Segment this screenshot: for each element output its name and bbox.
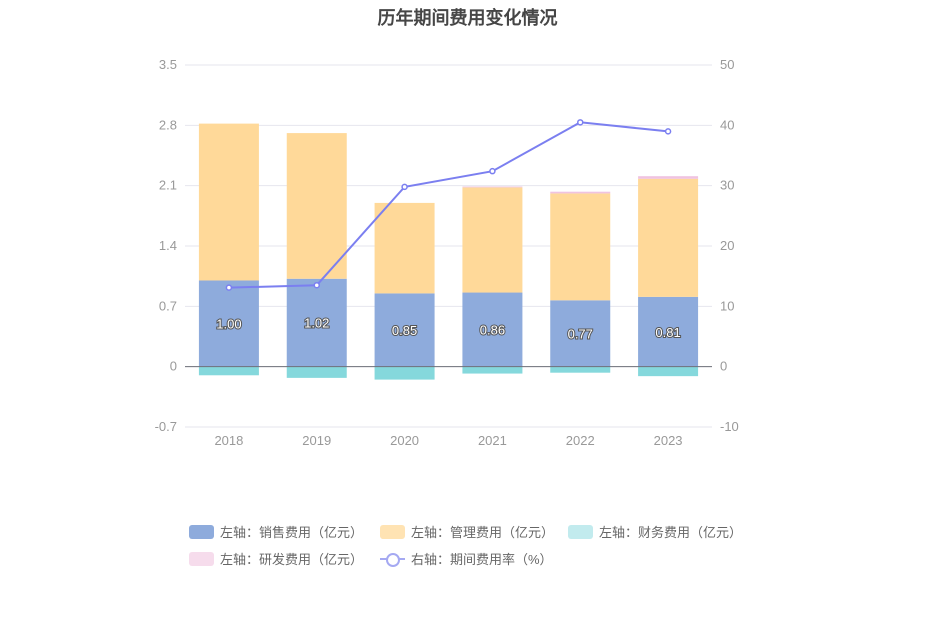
y-right-tick-label: 0 [720, 359, 727, 374]
legend-item-expense-ratio[interactable]: 右轴：期间费用率（%） [380, 549, 553, 568]
legend-label: 左轴：财务费用（亿元） [599, 525, 743, 540]
point-expense-ratio [401, 183, 408, 191]
legend-swatch-expense-ratio [380, 552, 405, 567]
y-right-tick-label: 10 [720, 298, 734, 313]
bar-finance-expense [198, 366, 259, 376]
point-expense-ratio [664, 128, 672, 135]
bar-admin-expense [286, 133, 347, 279]
y-right-tick-label: 20 [720, 238, 734, 253]
legend-swatch-rd-expense [189, 551, 214, 566]
bar-finance-expense [638, 366, 699, 377]
x-tick-label: 2019 [302, 433, 331, 448]
bar-finance-expense [374, 366, 435, 380]
bar-rd-expense [638, 176, 699, 179]
bar-finance-expense [462, 366, 523, 374]
bar-admin-expense [550, 193, 611, 301]
point-expense-ratio [313, 281, 320, 289]
bar-sales-expense [550, 300, 611, 367]
data-label-sales: 0.85 [392, 323, 417, 338]
point-expense-ratio [225, 284, 233, 291]
bar-finance-expense [286, 366, 347, 378]
legend-swatch-sales-expense [189, 524, 214, 539]
bar-admin-expense [638, 178, 699, 297]
bar-sales-expense [374, 293, 435, 367]
y-right-tick-label: 40 [720, 117, 734, 132]
y-left-tick-label: 0 [170, 359, 177, 374]
y-right-tick-label: 30 [720, 178, 734, 193]
x-tick-label: 2020 [390, 433, 419, 448]
legend-item-sales-expense[interactable]: 左轴：销售费用（亿元） [189, 522, 363, 541]
y-right-tick-label: 50 [720, 57, 734, 72]
bar-admin-expense [198, 123, 259, 281]
data-label-sales: 1.00 [216, 317, 241, 332]
data-label-sales: 0.86 [480, 323, 505, 338]
legend-label: 右轴：期间费用率（%） [411, 552, 553, 567]
x-tick-label: 2022 [566, 433, 595, 448]
legend-swatch-admin-expense [380, 524, 405, 539]
y-left-tick-label: 2.8 [159, 117, 177, 132]
y-left-tick-label: 1.4 [159, 238, 177, 253]
bar-sales-expense [638, 296, 699, 367]
y-left-tick-label: -0.7 [155, 419, 177, 434]
legend-item-rd-expense[interactable]: 左轴：研发费用（亿元） [189, 549, 363, 568]
legend-item-finance-expense[interactable]: 左轴：财务费用（亿元） [568, 522, 742, 541]
x-tick-label: 2023 [654, 433, 683, 448]
bar-admin-expense [374, 202, 435, 294]
point-expense-ratio [577, 119, 584, 126]
x-tick-label: 2018 [214, 433, 243, 448]
bar-sales-expense [462, 292, 523, 367]
bar-sales-expense [198, 280, 259, 367]
chart-title: 历年期间费用变化情况 [377, 8, 558, 28]
legend-label: 左轴：销售费用（亿元） [220, 525, 364, 540]
bar-sales-expense [286, 278, 347, 367]
legend-swatch-finance-expense [568, 524, 593, 539]
bar-rd-expense [462, 186, 523, 188]
y-right-tick-label: -10 [720, 419, 739, 434]
legend-label: 左轴：管理费用（亿元） [411, 525, 555, 540]
data-label-sales: 0.77 [568, 326, 593, 341]
y-left-tick-label: 0.7 [159, 298, 177, 313]
data-label-sales: 1.02 [304, 316, 329, 331]
point-expense-ratio [489, 167, 496, 175]
data-label-sales: 0.81 [655, 325, 680, 340]
line-expense-ratio [228, 121, 669, 289]
x-tick-label: 2021 [478, 433, 507, 448]
legend-item-admin-expense[interactable]: 左轴：管理费用（亿元） [380, 522, 554, 541]
bar-admin-expense [462, 187, 523, 293]
y-left-tick-label: 3.5 [159, 57, 177, 72]
bar-finance-expense [550, 366, 611, 373]
legend-label: 左轴：研发费用（亿元） [220, 552, 364, 567]
bar-rd-expense [550, 191, 611, 194]
y-left-tick-label: 2.1 [159, 178, 177, 193]
